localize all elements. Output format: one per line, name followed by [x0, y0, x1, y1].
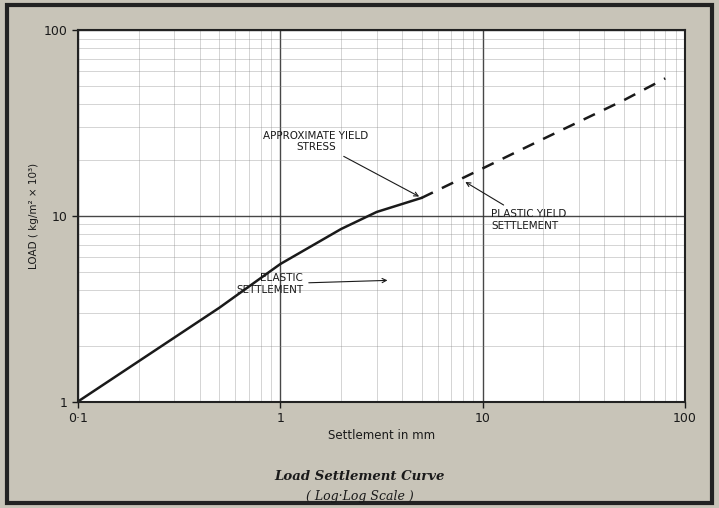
X-axis label: Settlement in mm: Settlement in mm: [328, 429, 435, 442]
Text: APPROXIMATE YIELD
STRESS: APPROXIMATE YIELD STRESS: [263, 131, 418, 196]
Text: PLASTIC YIELD
SETTLEMENT: PLASTIC YIELD SETTLEMENT: [467, 182, 567, 231]
Text: Load Settlement Curve: Load Settlement Curve: [275, 470, 444, 483]
Y-axis label: LOAD ( kg/m² × 10³): LOAD ( kg/m² × 10³): [29, 163, 40, 269]
Text: ELASTIC
SETTLEMENT: ELASTIC SETTLEMENT: [236, 273, 386, 295]
Text: ( Log·Log Scale ): ( Log·Log Scale ): [306, 490, 413, 503]
